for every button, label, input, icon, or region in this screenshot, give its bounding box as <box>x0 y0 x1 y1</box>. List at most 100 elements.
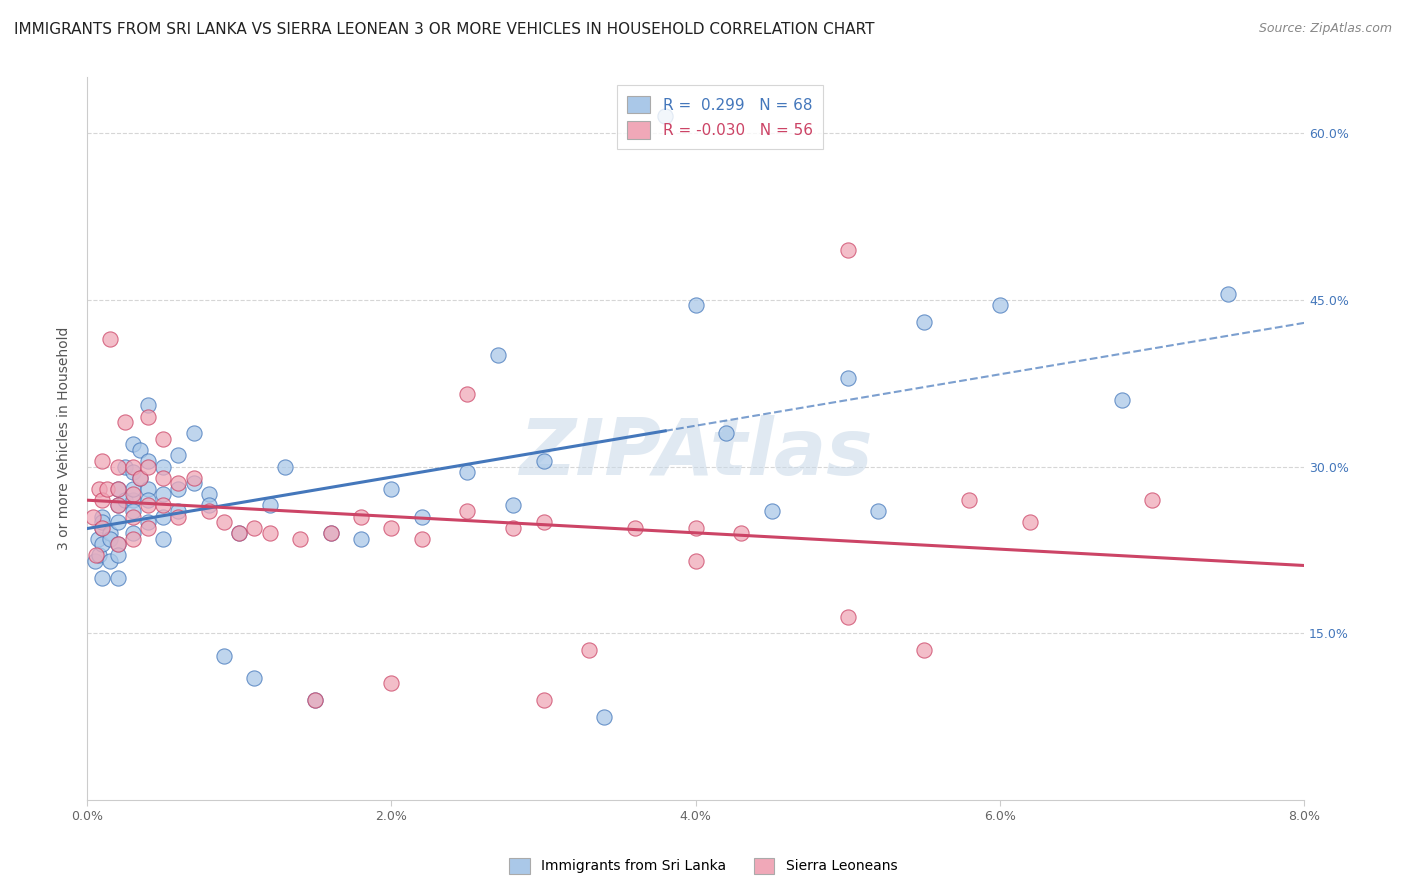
Point <box>380 521 402 535</box>
Point <box>121 487 143 501</box>
Point <box>228 526 250 541</box>
Point <box>912 315 935 329</box>
Point <box>107 515 129 529</box>
Point <box>136 482 159 496</box>
Point <box>212 648 235 663</box>
Point <box>98 554 121 568</box>
Point <box>114 492 136 507</box>
Point <box>198 499 221 513</box>
Point <box>578 643 600 657</box>
Point <box>319 526 342 541</box>
Point <box>350 509 373 524</box>
Point <box>183 426 205 441</box>
Point <box>121 526 143 541</box>
Point <box>107 549 129 563</box>
Point <box>730 526 752 541</box>
Text: Source: ZipAtlas.com: Source: ZipAtlas.com <box>1258 22 1392 36</box>
Point <box>136 409 159 424</box>
Point <box>685 554 707 568</box>
Point <box>654 109 676 123</box>
Point <box>685 521 707 535</box>
Point <box>486 348 509 362</box>
Point <box>91 509 114 524</box>
Point <box>304 693 326 707</box>
Text: ZIPAtlas: ZIPAtlas <box>519 415 872 491</box>
Point <box>623 521 645 535</box>
Point <box>89 482 111 496</box>
Point <box>456 504 478 518</box>
Point <box>87 532 110 546</box>
Point <box>502 521 524 535</box>
Point <box>121 509 143 524</box>
Point <box>96 482 118 496</box>
Point <box>837 243 859 257</box>
Point <box>167 449 190 463</box>
Point <box>350 532 373 546</box>
Legend: Immigrants from Sri Lanka, Sierra Leoneans: Immigrants from Sri Lanka, Sierra Leonea… <box>502 851 904 880</box>
Point <box>183 470 205 484</box>
Point <box>411 509 433 524</box>
Point <box>107 537 129 551</box>
Legend: R =  0.299   N = 68, R = -0.030   N = 56: R = 0.299 N = 68, R = -0.030 N = 56 <box>617 85 824 149</box>
Point <box>89 549 111 563</box>
Point <box>988 298 1011 312</box>
Point <box>198 504 221 518</box>
Point <box>114 459 136 474</box>
Point <box>82 509 104 524</box>
Point <box>167 482 190 496</box>
Point <box>107 482 129 496</box>
Point <box>288 532 311 546</box>
Point <box>319 526 342 541</box>
Point <box>152 470 174 484</box>
Point <box>121 459 143 474</box>
Point <box>107 499 129 513</box>
Point <box>152 532 174 546</box>
Point <box>1216 287 1239 301</box>
Point <box>121 437 143 451</box>
Point <box>152 487 174 501</box>
Point <box>91 571 114 585</box>
Point <box>456 465 478 479</box>
Point <box>593 709 616 723</box>
Point <box>83 554 105 568</box>
Point <box>243 521 266 535</box>
Point <box>107 459 129 474</box>
Point <box>380 482 402 496</box>
Point <box>912 643 935 657</box>
Point <box>107 537 129 551</box>
Point <box>84 549 107 563</box>
Point <box>714 426 737 441</box>
Point <box>121 465 143 479</box>
Point <box>685 298 707 312</box>
Point <box>411 532 433 546</box>
Point <box>456 387 478 401</box>
Point <box>380 676 402 690</box>
Point <box>129 470 152 484</box>
Point <box>152 459 174 474</box>
Point <box>91 492 114 507</box>
Point <box>837 609 859 624</box>
Point <box>198 487 221 501</box>
Point <box>1019 515 1042 529</box>
Point <box>129 442 152 457</box>
Point <box>98 532 121 546</box>
Point <box>761 504 783 518</box>
Point <box>259 499 281 513</box>
Point <box>98 526 121 541</box>
Point <box>228 526 250 541</box>
Point <box>91 521 114 535</box>
Point <box>91 537 114 551</box>
Point <box>152 432 174 446</box>
Point <box>136 454 159 468</box>
Point <box>1111 392 1133 407</box>
Point <box>136 515 159 529</box>
Point <box>167 509 190 524</box>
Point <box>129 470 152 484</box>
Point <box>1140 492 1163 507</box>
Point <box>136 492 159 507</box>
Point <box>121 482 143 496</box>
Point <box>152 509 174 524</box>
Point <box>304 693 326 707</box>
Point <box>136 398 159 412</box>
Text: IMMIGRANTS FROM SRI LANKA VS SIERRA LEONEAN 3 OR MORE VEHICLES IN HOUSEHOLD CORR: IMMIGRANTS FROM SRI LANKA VS SIERRA LEON… <box>14 22 875 37</box>
